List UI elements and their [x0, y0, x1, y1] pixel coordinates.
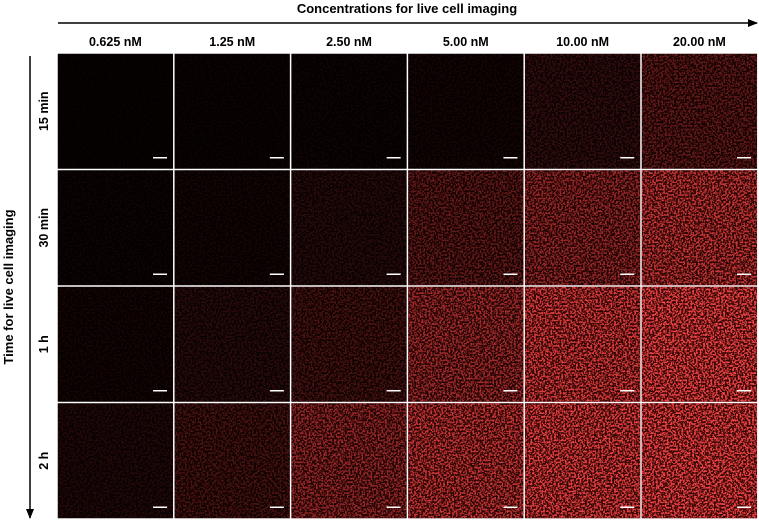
panel-speckle-signal — [408, 53, 524, 169]
microscopy-panel — [641, 170, 758, 286]
panel-speckle-signal — [408, 403, 524, 519]
concentration-header: 10.00 nM — [556, 35, 609, 49]
panel-speckle-signal — [524, 286, 641, 402]
panel-speckle-signal — [408, 170, 524, 286]
microscopy-panel — [57, 286, 174, 402]
time-row-labels: 15 min 30 min 1 h 2 h — [37, 91, 51, 469]
concentration-headers: 0.625 nM 1.25 nM 2.50 nM 5.00 nM 10.00 nM 20.… — [89, 35, 726, 49]
microscopy-panel — [641, 53, 758, 169]
panel-speckle-signal — [58, 54, 173, 169]
panel-background — [57, 53, 174, 169]
panel-speckle-signal — [524, 170, 641, 286]
panel-speckle-signal — [291, 170, 407, 286]
panel-speckle-signal — [174, 403, 290, 519]
panel-speckle-signal — [641, 403, 758, 519]
panel-speckle-signal — [524, 403, 641, 519]
microscopy-panel — [408, 403, 524, 519]
microscopy-panel — [641, 403, 758, 519]
microscopy-panel — [57, 170, 174, 286]
panel-speckle-signal — [174, 170, 290, 286]
concentration-header: 1.25 nM — [209, 35, 255, 49]
microscopy-panel — [641, 286, 758, 402]
microscopy-panel — [408, 170, 524, 286]
microscopy-panels — [57, 53, 758, 519]
time-row-label: 15 min — [37, 91, 51, 131]
microscopy-panel — [57, 53, 174, 169]
concentration-header: 5.00 nM — [443, 35, 489, 49]
microscopy-panel — [524, 53, 641, 169]
microscopy-panel — [291, 286, 407, 402]
panel-speckle-signal — [57, 286, 174, 402]
microscopy-panel — [524, 286, 641, 402]
microscopy-panel — [174, 403, 290, 519]
panel-speckle-signal — [641, 286, 758, 402]
microscopy-panel — [174, 170, 290, 286]
time-axis-label: Time for live cell imaging — [1, 209, 16, 364]
microscopy-panel — [408, 286, 524, 402]
time-row-label: 30 min — [37, 208, 51, 248]
microscopy-panel — [291, 403, 407, 519]
panel-speckle-signal — [291, 403, 407, 519]
microscopy-panel — [174, 286, 290, 402]
concentration-header: 2.50 nM — [326, 35, 372, 49]
panel-speckle-signal — [641, 170, 758, 286]
panel-speckle-signal — [57, 170, 174, 286]
panel-speckle-signal — [408, 286, 524, 402]
panel-speckle-signal — [524, 53, 641, 169]
time-row-label: 1 h — [37, 335, 51, 353]
microscopy-panel — [291, 170, 407, 286]
microscopy-panel — [174, 53, 290, 169]
concentration-axis-label: Concentrations for live cell imaging — [297, 1, 517, 16]
microscopy-panel — [57, 403, 174, 519]
panel-speckle-signal — [291, 286, 407, 402]
concentration-header: 20.00 nM — [673, 35, 726, 49]
time-row-label: 2 h — [37, 452, 51, 470]
panel-speckle-signal — [174, 286, 290, 402]
microscopy-panel — [524, 170, 641, 286]
panel-speckle-signal — [641, 53, 758, 169]
panel-speckle-signal — [291, 53, 407, 169]
concentration-header: 0.625 nM — [89, 35, 142, 49]
panel-speckle-signal — [174, 53, 290, 169]
microscopy-panel — [291, 53, 407, 169]
microscopy-panel — [408, 53, 524, 169]
panel-speckle-signal — [57, 403, 174, 519]
microscopy-panel — [524, 403, 641, 519]
